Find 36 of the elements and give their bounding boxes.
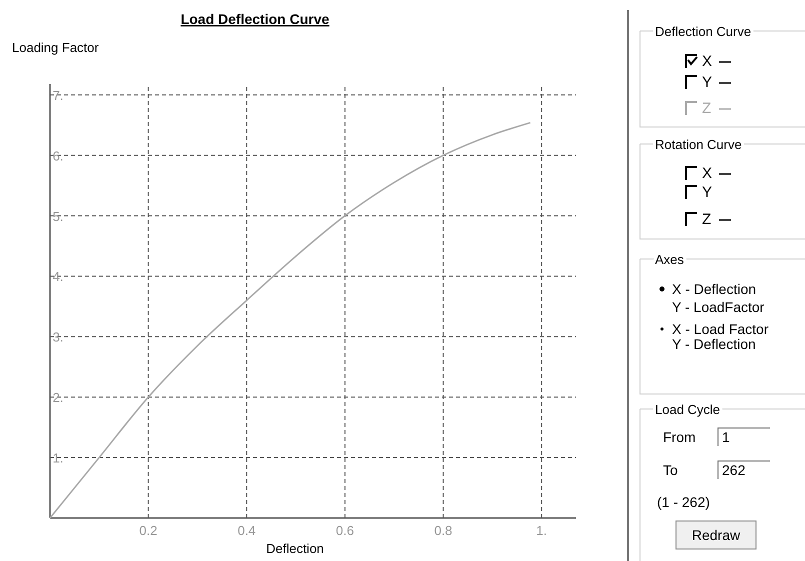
y-tick-label: 3. [52, 330, 64, 345]
text: Z [702, 211, 712, 228]
text: X - Deflection [672, 281, 756, 297]
text: Redraw [692, 527, 742, 543]
x-tick-label: 0.6 [336, 523, 354, 538]
text: Rotation Curve [655, 137, 742, 152]
text: Y - LoadFactor [672, 299, 765, 315]
text: Deflection Curve [655, 24, 752, 39]
chart-title: Load Deflection Curve [180, 11, 330, 27]
text: Y [702, 184, 712, 201]
y-tick-label: 1. [52, 450, 64, 466]
text: 262 [722, 462, 746, 478]
text: Load Cycle [655, 402, 720, 417]
text: X [702, 53, 712, 70]
x-tick-label: 0.2 [139, 523, 158, 538]
y-tick-label: 2. [52, 390, 64, 406]
y-tick-label: 4. [52, 269, 64, 284]
text: To [663, 462, 678, 478]
line-series [49, 122, 532, 519]
text: Y - Deflection [672, 336, 756, 352]
text: From [663, 429, 696, 445]
y-tick-label: 5. [52, 208, 64, 224]
y-tick-label: 7. [52, 88, 64, 103]
text: X - Load Factor [672, 321, 769, 337]
x-axis-title: Deflection [266, 541, 324, 556]
x-tick-label: 0.4 [238, 523, 256, 538]
y-tick-label: 6. [52, 148, 64, 164]
text: (1 - 262) [657, 494, 710, 510]
x-tick-label: 0.8 [434, 523, 452, 538]
text: X [702, 165, 712, 182]
y-axis-title: Loading Factor [12, 40, 100, 55]
text: Z [702, 100, 712, 117]
text: 1 [722, 429, 730, 445]
text: Y [702, 74, 712, 91]
text: Axes [655, 252, 684, 267]
x-tick-label: 1. [536, 523, 548, 538]
